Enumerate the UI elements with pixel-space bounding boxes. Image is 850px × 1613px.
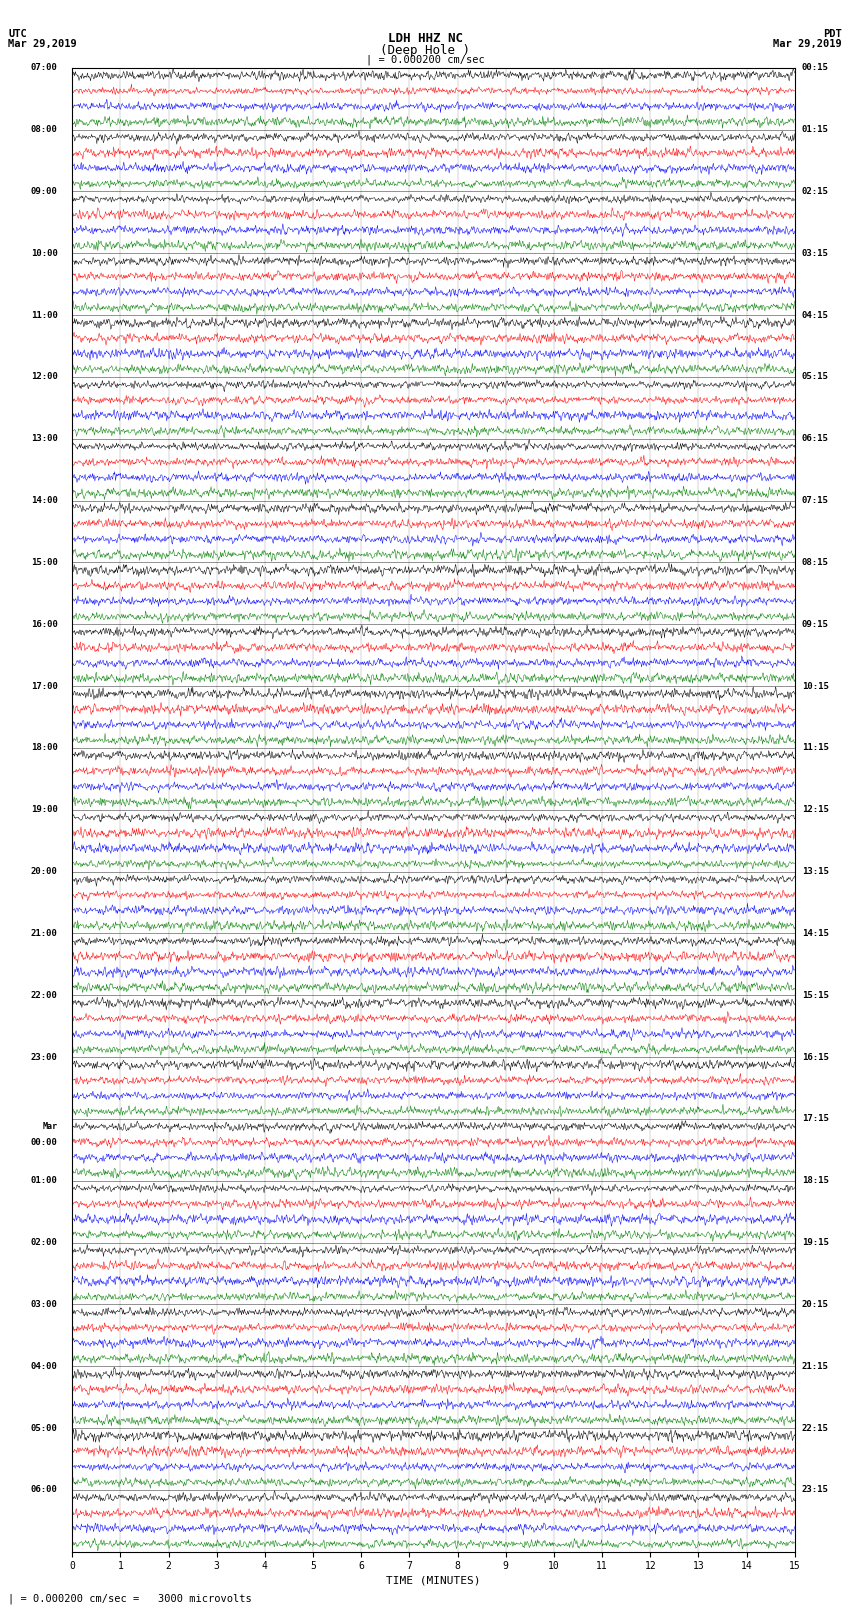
Text: 03:15: 03:15 [802,248,829,258]
Text: 17:15: 17:15 [802,1115,829,1123]
Text: 21:00: 21:00 [31,929,58,937]
Text: LDH HHZ NC: LDH HHZ NC [388,32,462,45]
Text: 19:15: 19:15 [802,1239,829,1247]
Text: 13:00: 13:00 [31,434,58,444]
Text: 16:00: 16:00 [31,619,58,629]
Text: Mar 29,2019: Mar 29,2019 [8,39,77,48]
Text: 22:15: 22:15 [802,1424,829,1432]
Text: UTC: UTC [8,29,27,39]
Text: 23:15: 23:15 [802,1486,829,1494]
Text: | = 0.000200 cm/sec: | = 0.000200 cm/sec [366,55,484,66]
Text: 11:00: 11:00 [31,311,58,319]
Text: 19:00: 19:00 [31,805,58,815]
Text: 11:15: 11:15 [802,744,829,752]
Text: 01:15: 01:15 [802,126,829,134]
X-axis label: TIME (MINUTES): TIME (MINUTES) [386,1576,481,1586]
Text: 04:15: 04:15 [802,311,829,319]
Text: 08:00: 08:00 [31,126,58,134]
Text: 06:15: 06:15 [802,434,829,444]
Text: 20:00: 20:00 [31,868,58,876]
Text: 06:00: 06:00 [31,1486,58,1494]
Text: 00:15: 00:15 [802,63,829,73]
Text: 12:00: 12:00 [31,373,58,381]
Text: 02:15: 02:15 [802,187,829,195]
Text: 15:15: 15:15 [802,990,829,1000]
Text: 08:15: 08:15 [802,558,829,566]
Text: Mar: Mar [42,1123,58,1131]
Text: 16:15: 16:15 [802,1053,829,1061]
Text: 10:00: 10:00 [31,248,58,258]
Text: 14:00: 14:00 [31,497,58,505]
Text: 20:15: 20:15 [802,1300,829,1308]
Text: 17:00: 17:00 [31,682,58,690]
Text: 07:15: 07:15 [802,497,829,505]
Text: 15:00: 15:00 [31,558,58,566]
Text: 21:15: 21:15 [802,1361,829,1371]
Text: 14:15: 14:15 [802,929,829,937]
Text: (Deep Hole ): (Deep Hole ) [380,44,470,56]
Text: 22:00: 22:00 [31,990,58,1000]
Text: | = 0.000200 cm/sec =   3000 microvolts: | = 0.000200 cm/sec = 3000 microvolts [8,1594,252,1605]
Text: 13:15: 13:15 [802,868,829,876]
Text: 07:00: 07:00 [31,63,58,73]
Text: 18:00: 18:00 [31,744,58,752]
Text: Mar 29,2019: Mar 29,2019 [773,39,842,48]
Text: 09:15: 09:15 [802,619,829,629]
Text: 05:00: 05:00 [31,1424,58,1432]
Text: 09:00: 09:00 [31,187,58,195]
Text: 18:15: 18:15 [802,1176,829,1186]
Text: 00:00: 00:00 [31,1137,58,1147]
Text: 23:00: 23:00 [31,1053,58,1061]
Text: 02:00: 02:00 [31,1239,58,1247]
Text: 01:00: 01:00 [31,1176,58,1186]
Text: 05:15: 05:15 [802,373,829,381]
Text: PDT: PDT [823,29,842,39]
Text: 03:00: 03:00 [31,1300,58,1308]
Text: 12:15: 12:15 [802,805,829,815]
Text: 04:00: 04:00 [31,1361,58,1371]
Text: 10:15: 10:15 [802,682,829,690]
